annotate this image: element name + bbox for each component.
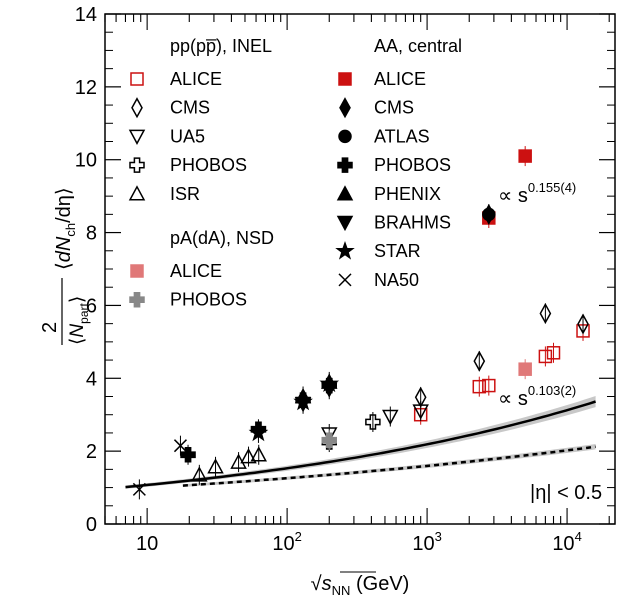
legend-label-pp-alice: ALICE <box>170 69 222 89</box>
fit-curve-pp <box>182 445 596 487</box>
data-point-pp-cms <box>577 313 589 335</box>
legend-label-aa-na50: NA50 <box>374 270 419 290</box>
data-point-aa-star <box>319 373 340 393</box>
data-point-pp-alice <box>538 349 553 364</box>
legend-label-pa-alice: ALICE <box>170 261 222 281</box>
legend-label-aa-phobos: PHOBOS <box>374 155 451 175</box>
legend-header-aa: AA, central <box>374 36 462 56</box>
legend-marker-aa-phenix <box>336 185 354 201</box>
data-point-aa-star <box>248 422 269 442</box>
pp-fit-annotation: ∝ s0.103(2) <box>498 383 576 410</box>
legend-marker-aa-atlas <box>338 129 352 144</box>
legend-label-pp-isr: ISR <box>170 184 200 204</box>
data-point-aa-phobos <box>180 447 196 463</box>
y-tick-label: 2 <box>86 441 97 463</box>
legend-label-aa-phenix: PHENIX <box>374 184 441 204</box>
y-tick-label: 6 <box>86 295 97 317</box>
x-tick-label: 103 <box>412 529 441 555</box>
x-axis-label: √sNN (GeV) <box>311 573 410 598</box>
x-tick-label: 104 <box>552 529 581 555</box>
legend-marker-aa-alice <box>338 72 352 86</box>
legend-label-aa-alice: ALICE <box>374 69 426 89</box>
legend-marker-pp-isr <box>128 185 146 201</box>
legend-label-aa-brahms: BRAHMS <box>374 213 451 233</box>
legend-header-pp: pp(pp̅), INEL <box>170 36 272 56</box>
legend-marker-pp-phobos <box>129 157 145 173</box>
legend-label-pp-phobos: PHOBOS <box>170 155 247 175</box>
legend-label-pp-cms: CMS <box>170 98 210 118</box>
x-tick-label: 10 <box>136 533 158 555</box>
y-tick-label: 10 <box>75 150 97 172</box>
y-tick-label: 14 <box>75 4 97 26</box>
data-point-pp-cms <box>473 350 486 372</box>
y-tick-label: 8 <box>86 223 97 245</box>
fit-curve-aa <box>125 400 596 489</box>
y-label-denominator: ⟨Npart⟩ <box>67 296 91 345</box>
data-point-pp-ua5 <box>382 409 399 426</box>
legend-marker-pp-cms <box>131 97 143 119</box>
data-point-pa-phobos <box>321 432 338 448</box>
data-point-pp-isr <box>240 448 257 464</box>
x-tick-label: 102 <box>272 529 301 555</box>
legend-marker-pp-ua5 <box>128 129 146 145</box>
data-point-pp-alice <box>546 346 561 360</box>
data-point-aa-atlas <box>482 207 496 222</box>
data-point-pa-alice <box>518 362 532 376</box>
fit-band-pp <box>182 444 596 487</box>
data-point-aa-star <box>293 391 313 411</box>
aa-fit-annotation: ∝ s0.155(4) <box>498 180 576 207</box>
y-tick-label: 0 <box>86 514 97 536</box>
data-point-aa-na50 <box>173 439 187 453</box>
legend-marker-pa-phobos <box>129 291 145 308</box>
y-tick-label: 12 <box>75 77 97 99</box>
data-point-pp-isr <box>191 466 208 482</box>
data-point-aa-na50 <box>132 482 146 496</box>
legend-marker-aa-phobos <box>337 157 353 173</box>
eta-cut-annotation: |η| < 0.5 <box>530 482 602 504</box>
axis-ticks: 0 2 4 6 8 10 12 14 10 102 103 104 <box>75 4 615 555</box>
legend-marker-pp-alice <box>130 72 144 86</box>
legend-label-aa-cms: CMS <box>374 98 414 118</box>
legend-marker-aa-cms <box>339 97 351 119</box>
fit-uncertainty-bands <box>125 396 596 489</box>
data-point-pp-cms <box>539 302 552 324</box>
data-point-pp-ua5 <box>412 404 429 420</box>
legend-marker-aa-star <box>335 240 355 260</box>
fit-curves <box>125 400 596 489</box>
data-point-pp-ua5 <box>320 427 338 443</box>
legend-label-pa-phobos: PHOBOS <box>170 290 247 310</box>
data-markers <box>132 146 590 500</box>
legend-label-pp-ua5: UA5 <box>170 126 205 146</box>
legend-header-pa: pA(dA), NSD <box>170 228 274 248</box>
y-label-numerator: 2 <box>39 322 61 333</box>
legend-marker-aa-na50 <box>338 273 352 287</box>
data-point-pp-isr <box>250 446 267 462</box>
data-point-aa-alice <box>518 149 532 163</box>
legend: ALICE CMS UA5 PHOBOS ISR ALICE PHOBOS ALICE CMS A… <box>128 69 451 310</box>
data-point-pp-phobos <box>365 414 381 430</box>
data-point-pp-isr <box>207 458 224 474</box>
legend-marker-pa-alice <box>130 264 144 278</box>
legend-label-aa-star: STAR <box>374 241 421 261</box>
y-tick-label: 4 <box>86 368 97 390</box>
data-point-pp-alice <box>472 379 487 394</box>
legend-marker-aa-brahms <box>336 215 354 232</box>
y-axis-label: 2 ⟨Npart⟩ ⟨dNch/dη⟩ <box>39 187 91 345</box>
legend-label-aa-atlas: ATLAS <box>374 126 430 146</box>
data-point-pp-alice <box>482 378 496 393</box>
y-label-quantity: ⟨dNch/dη⟩ <box>53 187 78 270</box>
